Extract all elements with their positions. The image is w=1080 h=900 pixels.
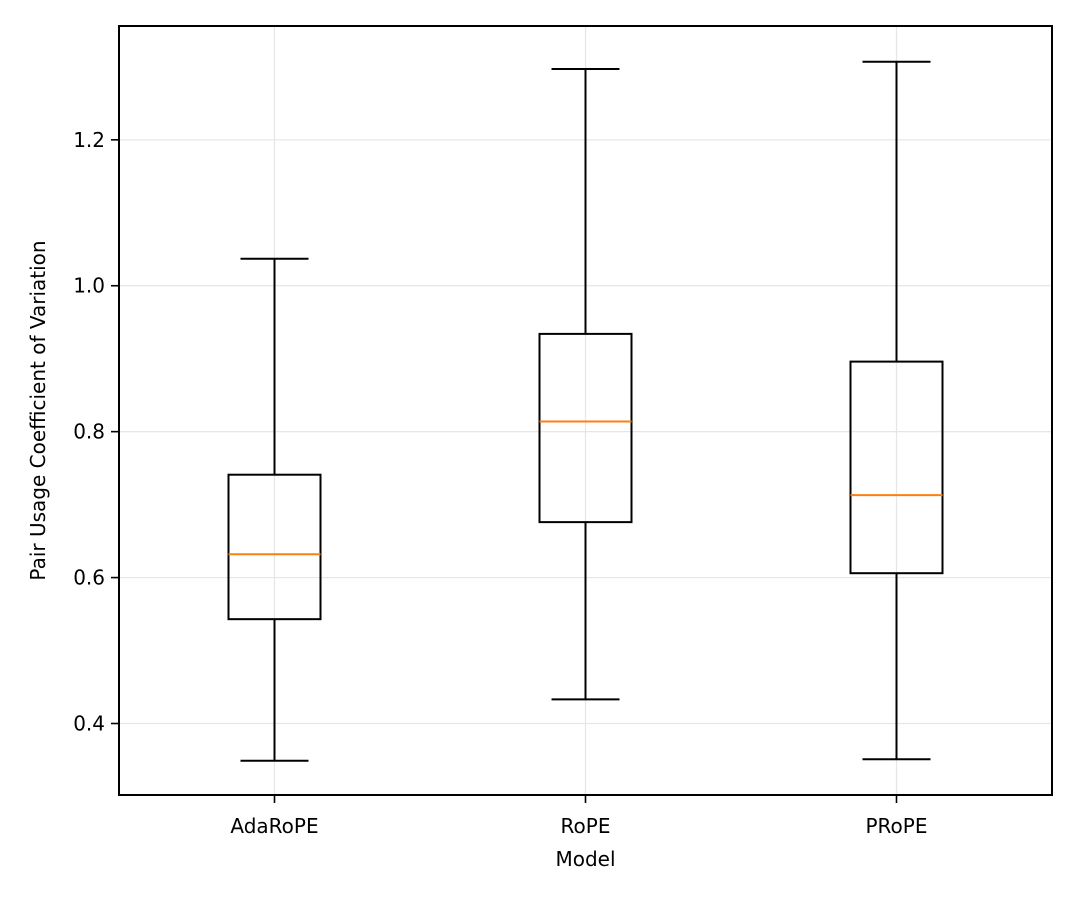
iqr-box <box>538 332 633 524</box>
y-axis-ticks: 0.4 0.6 0.8 1.0 1.2 <box>73 128 119 735</box>
y-tick-label: 0.6 <box>73 566 105 590</box>
y-tick-label: 0.8 <box>73 420 105 444</box>
x-axis-label: Model <box>555 847 615 871</box>
x-tick-label: PRoPE <box>866 814 928 838</box>
box-adarope <box>227 257 322 762</box>
y-tick-label: 0.4 <box>73 711 105 735</box>
y-axis-label: Pair Usage Coefficient of Variation <box>26 240 50 580</box>
y-tick-label: 1.0 <box>73 274 105 298</box>
x-axis-ticks: AdaRoPE RoPE PRoPE <box>230 795 928 838</box>
y-tick-label: 1.2 <box>73 128 105 152</box>
box-prope <box>849 60 944 761</box>
iqr-box <box>849 360 944 575</box>
x-tick-label: AdaRoPE <box>230 814 318 838</box>
box-rope <box>538 68 633 701</box>
boxes <box>227 60 944 762</box>
x-tick-label: RoPE <box>561 814 611 838</box>
iqr-box <box>227 473 322 621</box>
